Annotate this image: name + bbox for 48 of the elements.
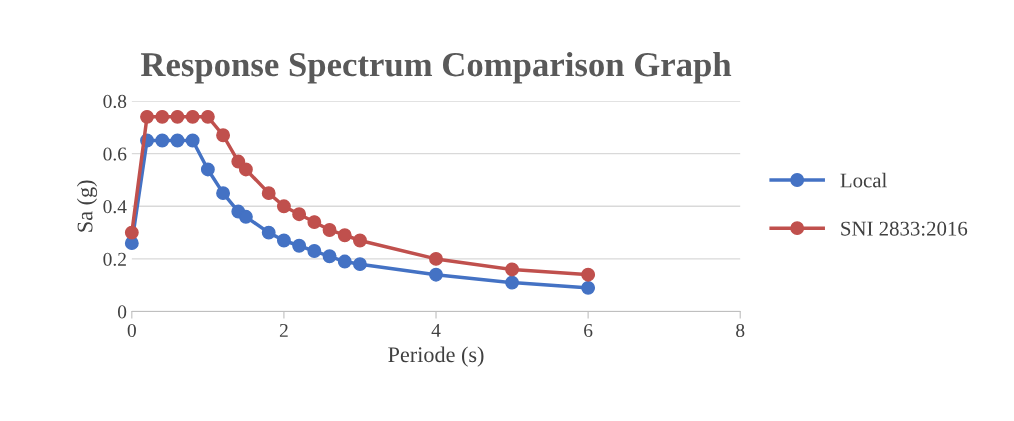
point [307, 244, 322, 258]
point [353, 233, 367, 248]
point [276, 233, 291, 248]
point [155, 109, 170, 124]
x-tick-label: 4 [431, 324, 441, 337]
point [124, 225, 139, 240]
point [581, 267, 596, 282]
x-tick-label: 6 [584, 323, 593, 338]
point [238, 209, 253, 224]
point [170, 109, 185, 124]
x-tick-label: 2 [279, 323, 288, 337]
y-tick-label: 0 [117, 305, 127, 319]
point [353, 257, 367, 272]
point [185, 133, 200, 148]
point [261, 225, 276, 240]
point [292, 238, 307, 253]
legend-label: SNI 2833:2016 [841, 221, 968, 236]
point [238, 162, 253, 177]
point [429, 251, 443, 266]
point [322, 249, 337, 264]
y-tick-label: 0.4 [103, 200, 127, 214]
chart-title: Response Spectrum Comparison Graph [140, 51, 732, 84]
point [337, 254, 352, 269]
point [216, 128, 231, 143]
point [200, 162, 215, 177]
x-tick-label: 8 [736, 323, 745, 338]
point [216, 186, 231, 201]
y-tick-label: 0.6 [103, 147, 127, 161]
legend-label: Local [840, 172, 887, 188]
y-tick-label: 0.8 [103, 94, 127, 109]
point [200, 109, 215, 124]
point [292, 207, 307, 222]
y-tick-label: 0.2 [103, 252, 126, 266]
point [505, 262, 520, 277]
point [170, 133, 185, 148]
point [276, 199, 291, 214]
point [261, 186, 276, 201]
point [185, 109, 200, 124]
y-axis-title: Sa (g) [76, 180, 98, 232]
point [505, 275, 520, 290]
point [307, 215, 322, 230]
point [322, 223, 337, 237]
point [581, 280, 596, 295]
point [429, 267, 443, 282]
x-axis-title: Periode (s) [388, 346, 484, 367]
point [337, 228, 352, 243]
point [140, 109, 154, 124]
point [155, 133, 170, 148]
